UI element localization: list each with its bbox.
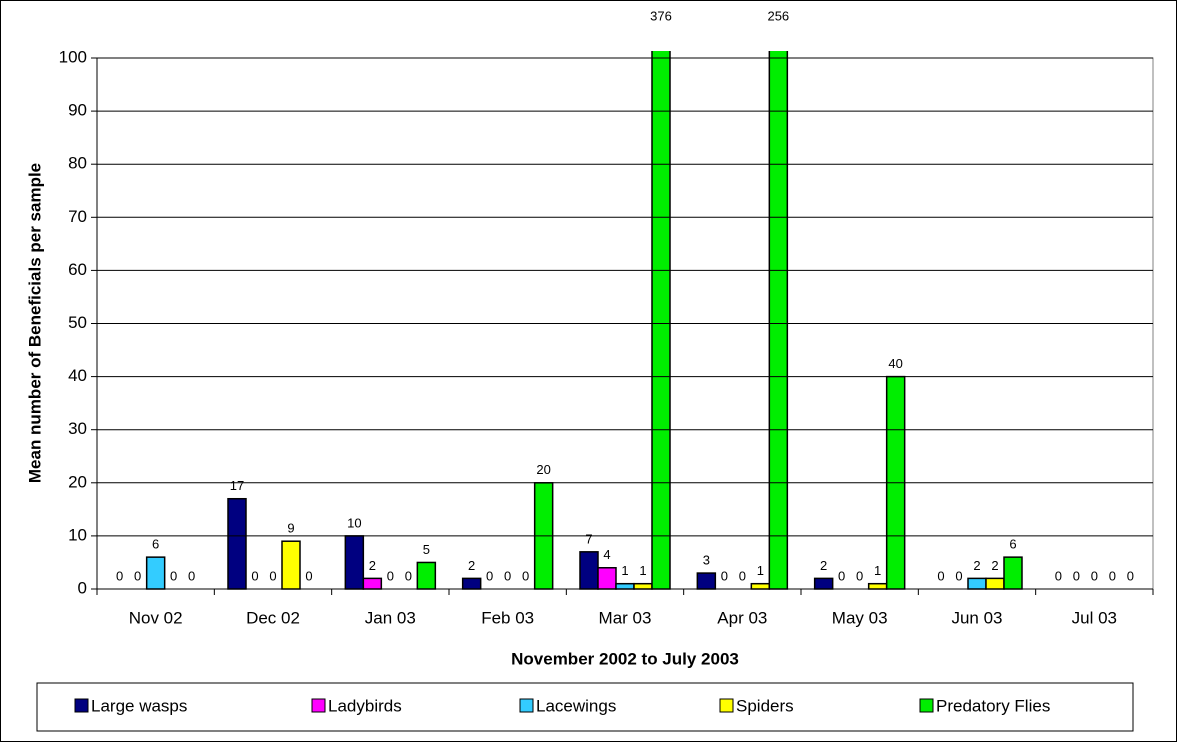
x-tick-label: Mar 03 — [599, 608, 652, 627]
legend-box — [36, 682, 1134, 732]
data-label: 0 — [856, 568, 863, 583]
data-label: 9 — [287, 521, 294, 536]
bar — [651, 51, 671, 590]
data-label: 6 — [1009, 537, 1016, 552]
y-tick-label: 0 — [78, 578, 87, 597]
bar — [416, 561, 437, 590]
legend-swatch — [519, 698, 534, 713]
legend-label: Ladybirds — [328, 696, 402, 715]
data-label: 3 — [703, 553, 710, 568]
y-axis-title: Mean number of Beneficials per sample — [25, 163, 44, 483]
data-label: 1 — [621, 563, 628, 578]
data-label: 376 — [650, 8, 672, 23]
bar — [281, 540, 301, 590]
bar — [967, 577, 987, 590]
data-label: 0 — [1091, 568, 1098, 583]
data-label: 20 — [536, 462, 550, 477]
bar — [597, 567, 617, 590]
data-label: 0 — [1073, 568, 1080, 583]
data-label: 0 — [1109, 568, 1116, 583]
data-label: 2 — [468, 558, 475, 573]
bar — [867, 582, 888, 590]
data-label: 0 — [838, 568, 845, 583]
legend-label: Spiders — [736, 696, 794, 715]
y-tick-label: 90 — [68, 101, 87, 120]
y-tick-label: 10 — [68, 525, 87, 544]
data-label: 0 — [955, 568, 962, 583]
bar — [985, 577, 1005, 590]
data-label: 2 — [973, 558, 980, 573]
data-label: 0 — [269, 568, 276, 583]
x-tick-label: Jun 03 — [951, 608, 1002, 627]
data-label: 0 — [116, 568, 123, 583]
y-tick-label: 40 — [68, 366, 87, 385]
data-label: 0 — [405, 568, 412, 583]
legend-swatch — [919, 698, 934, 713]
data-label: 0 — [251, 568, 258, 583]
bar — [344, 535, 365, 590]
data-label: 2 — [820, 558, 827, 573]
data-label: 0 — [937, 568, 944, 583]
data-label: 1 — [874, 563, 881, 578]
data-label: 5 — [423, 542, 430, 557]
y-tick-label: 100 — [59, 47, 87, 66]
data-label: 0 — [134, 568, 141, 583]
data-label: 17 — [230, 478, 244, 493]
bar — [615, 582, 635, 590]
data-label: 0 — [305, 568, 312, 583]
data-label: 0 — [739, 568, 746, 583]
x-tick-label: Nov 02 — [129, 608, 183, 627]
data-label: 0 — [486, 568, 493, 583]
bar — [633, 582, 653, 590]
data-label: 0 — [1127, 568, 1134, 583]
x-tick-label: Apr 03 — [717, 608, 767, 627]
bar — [750, 582, 771, 590]
bar — [1003, 556, 1023, 590]
data-label: 256 — [767, 8, 789, 23]
y-tick-label: 20 — [68, 472, 87, 491]
x-axis-title: November 2002 to July 2003 — [511, 649, 739, 668]
data-label: 2 — [369, 558, 376, 573]
y-tick-label: 80 — [68, 154, 87, 173]
bar — [362, 577, 383, 590]
legend-label: Lacewings — [536, 696, 616, 715]
x-tick-label: Dec 02 — [246, 608, 300, 627]
x-tick-label: Jul 03 — [1072, 608, 1117, 627]
data-label: 7 — [585, 531, 592, 546]
legend-swatch — [311, 698, 326, 713]
data-label: 2 — [991, 558, 998, 573]
data-label: 0 — [1055, 568, 1062, 583]
data-label: 0 — [721, 568, 728, 583]
bar — [461, 577, 482, 590]
data-label: 40 — [888, 356, 902, 371]
legend-swatch — [719, 698, 734, 713]
legend-label: Predatory Flies — [936, 696, 1050, 715]
data-label: 0 — [170, 568, 177, 583]
y-tick-label: 60 — [68, 260, 87, 279]
bar — [696, 572, 717, 590]
y-tick-label: 70 — [68, 207, 87, 226]
legend-swatch — [74, 698, 89, 713]
data-label: 6 — [152, 537, 159, 552]
data-label: 10 — [347, 515, 361, 530]
bar — [768, 51, 789, 590]
x-tick-label: May 03 — [832, 608, 888, 627]
data-label: 0 — [522, 568, 529, 583]
x-tick-label: Feb 03 — [481, 608, 534, 627]
data-label: 0 — [188, 568, 195, 583]
bar — [227, 497, 247, 590]
data-label: 0 — [387, 568, 394, 583]
x-tick-label: Jan 03 — [365, 608, 416, 627]
y-tick-label: 50 — [68, 313, 87, 332]
data-label: 1 — [757, 563, 764, 578]
data-label: 0 — [504, 568, 511, 583]
bar — [813, 577, 834, 590]
y-tick-label: 30 — [68, 419, 87, 438]
legend-label: Large wasps — [91, 696, 187, 715]
bar — [145, 556, 166, 590]
data-label: 4 — [603, 547, 610, 562]
bar — [579, 551, 599, 590]
data-label: 1 — [639, 563, 646, 578]
